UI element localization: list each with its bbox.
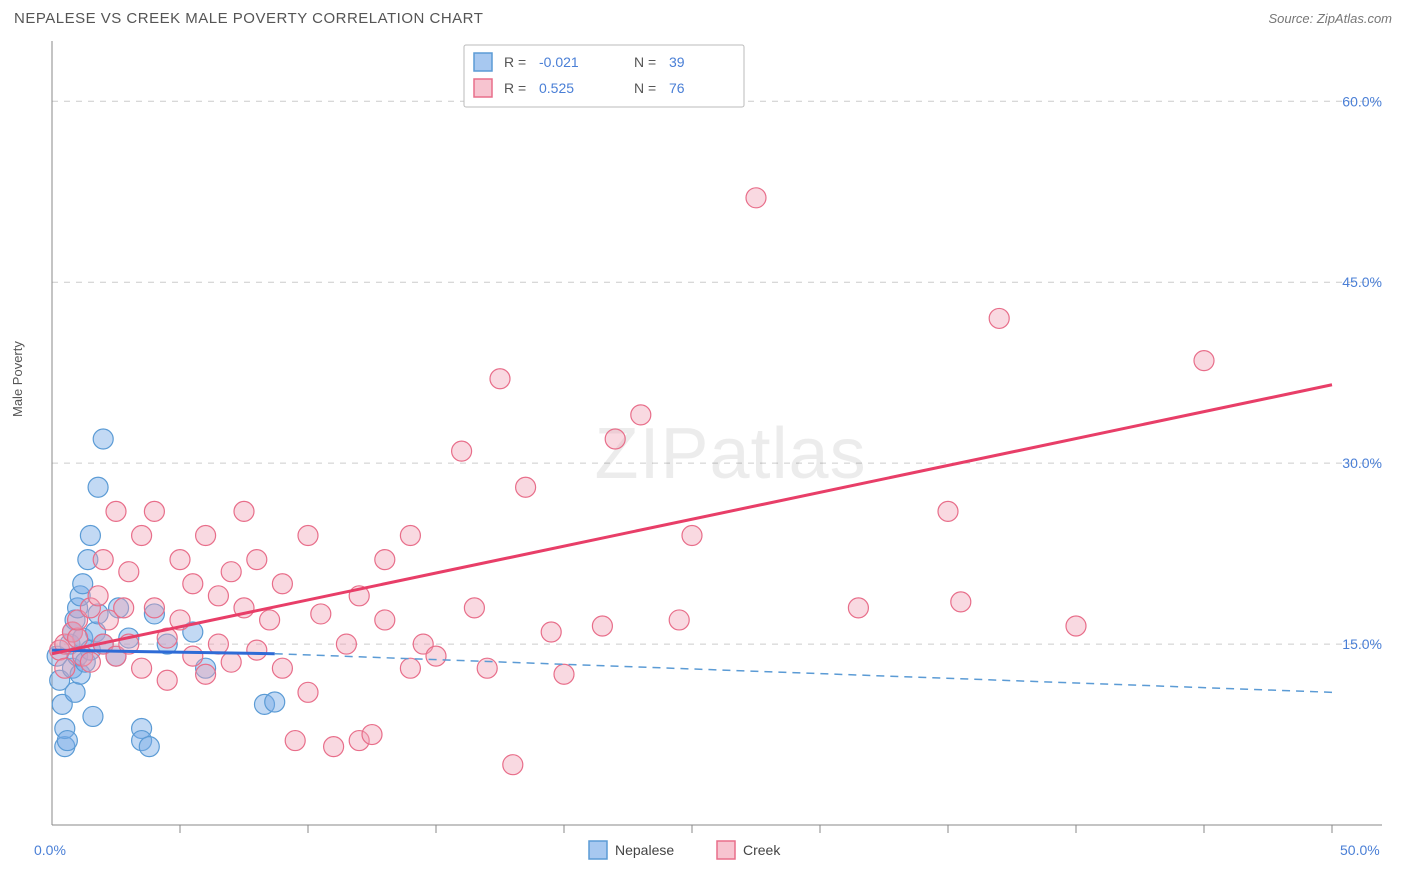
data-point [170,550,190,570]
data-point [490,369,510,389]
chart-title: NEPALESE VS CREEK MALE POVERTY CORRELATI… [14,10,483,27]
data-point [503,755,523,775]
data-point [114,598,134,618]
data-point [746,188,766,208]
data-point [324,737,344,757]
data-point [88,477,108,497]
data-point [682,526,702,546]
legend-r-label: R = [504,54,526,70]
data-point [80,652,100,672]
legend-n-label: N = [634,54,656,70]
data-point [951,592,971,612]
data-point [426,646,446,666]
data-point [375,610,395,630]
data-point [68,628,88,648]
data-point [375,550,395,570]
data-point [298,682,318,702]
series-label: Nepalese [615,842,674,858]
data-point [119,562,139,582]
data-point [132,526,152,546]
data-point [208,586,228,606]
legend-r-value: -0.021 [539,54,579,70]
data-point [400,526,420,546]
data-point [592,616,612,636]
data-point [234,501,254,521]
data-point [139,737,159,757]
series-swatch [589,841,607,859]
data-point [144,598,164,618]
data-point [464,598,484,618]
x-min-label: 0.0% [34,842,66,858]
legend-swatch [474,79,492,97]
data-point [938,501,958,521]
data-point [669,610,689,630]
legend-r-label: R = [504,80,526,96]
legend-n-value: 39 [669,54,685,70]
data-point [247,550,267,570]
data-point [285,731,305,751]
data-point [298,526,318,546]
data-point [221,562,241,582]
data-point [183,574,203,594]
data-point [196,526,216,546]
data-point [541,622,561,642]
data-point [221,652,241,672]
watermark: ZIPatlas [595,414,867,494]
legend-n-label: N = [634,80,656,96]
data-point [311,604,331,624]
data-point [452,441,472,461]
data-point [157,670,177,690]
data-point [93,550,113,570]
data-point [144,501,164,521]
data-point [247,640,267,660]
data-point [88,586,108,606]
data-point [83,706,103,726]
y-tick-label: 15.0% [1342,636,1382,652]
data-point [605,429,625,449]
data-point [631,405,651,425]
trend-line-extension [275,654,1332,693]
x-max-label: 50.0% [1340,842,1380,858]
data-point [80,526,100,546]
data-point [57,731,77,751]
data-point [516,477,536,497]
data-point [989,308,1009,328]
series-swatch [717,841,735,859]
data-point [65,682,85,702]
legend-n-value: 76 [669,80,685,96]
legend-r-value: 0.525 [539,80,574,96]
data-point [55,658,75,678]
y-tick-label: 30.0% [1342,455,1382,471]
data-point [260,610,280,630]
data-point [93,429,113,449]
data-point [554,664,574,684]
series-label: Creek [743,842,781,858]
data-point [336,634,356,654]
data-point [132,658,152,678]
data-point [265,692,285,712]
y-tick-label: 45.0% [1342,274,1382,290]
data-point [848,598,868,618]
data-point [1194,351,1214,371]
data-point [272,658,292,678]
legend-swatch [474,53,492,71]
data-point [400,658,420,678]
data-point [272,574,292,594]
source-attribution: Source: ZipAtlas.com [1268,11,1392,26]
data-point [208,634,228,654]
data-point [106,501,126,521]
correlation-scatter-chart: ZIPatlas 15.0% 30.0% 45.0% 60.0% 0.0% 50.0% R =… [14,33,1392,881]
data-point [362,725,382,745]
data-point [196,664,216,684]
y-tick-label: 60.0% [1342,93,1382,109]
data-point [183,646,203,666]
y-axis-label: Male Poverty [10,341,25,417]
data-point [1066,616,1086,636]
